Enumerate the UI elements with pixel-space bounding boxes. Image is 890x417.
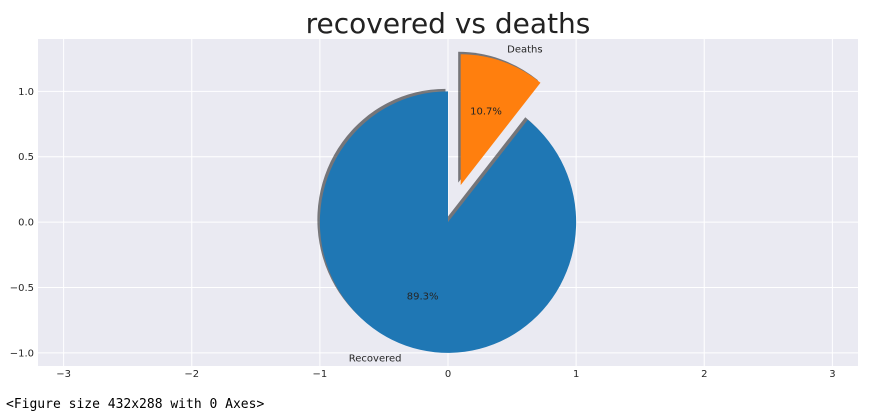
slice-labels: Recovered 89.3% Deaths 10.7% — [349, 45, 543, 365]
y-tick-label: 1.0 — [18, 87, 34, 98]
y-tick-label: 0.0 — [18, 218, 34, 229]
slice-deaths — [460, 54, 541, 186]
figure-size-output: <Figure size 432x288 with 0 Axes> — [6, 397, 265, 412]
x-tick-label: −2 — [184, 369, 199, 380]
pie-chart: recovered vs deaths −3 −2 −1 0 1 2 3 −1.0 −0.5 0.… — [10, 7, 858, 380]
slice-label-deaths: Deaths — [507, 45, 542, 56]
slice-recovered — [319, 91, 577, 353]
pct-label-recovered: 89.3% — [407, 292, 439, 303]
x-tick-label: −1 — [313, 369, 328, 380]
x-tick-label: −3 — [56, 369, 71, 380]
x-tick-label: 3 — [829, 369, 835, 380]
y-tick-label: 0.5 — [18, 152, 34, 163]
slices — [319, 54, 577, 353]
x-tick-label: 1 — [573, 369, 579, 380]
axis-ticks: −3 −2 −1 0 1 2 3 −1.0 −0.5 0.0 0.5 1.0 — [10, 87, 836, 380]
y-tick-label: −0.5 — [10, 283, 34, 294]
y-tick-label: −1.0 — [10, 348, 34, 359]
slice-label-recovered: Recovered — [349, 353, 402, 364]
chart-title: recovered vs deaths — [306, 7, 591, 40]
pct-label-deaths: 10.7% — [470, 106, 502, 117]
x-tick-label: 0 — [445, 369, 451, 380]
x-tick-label: 2 — [701, 369, 707, 380]
